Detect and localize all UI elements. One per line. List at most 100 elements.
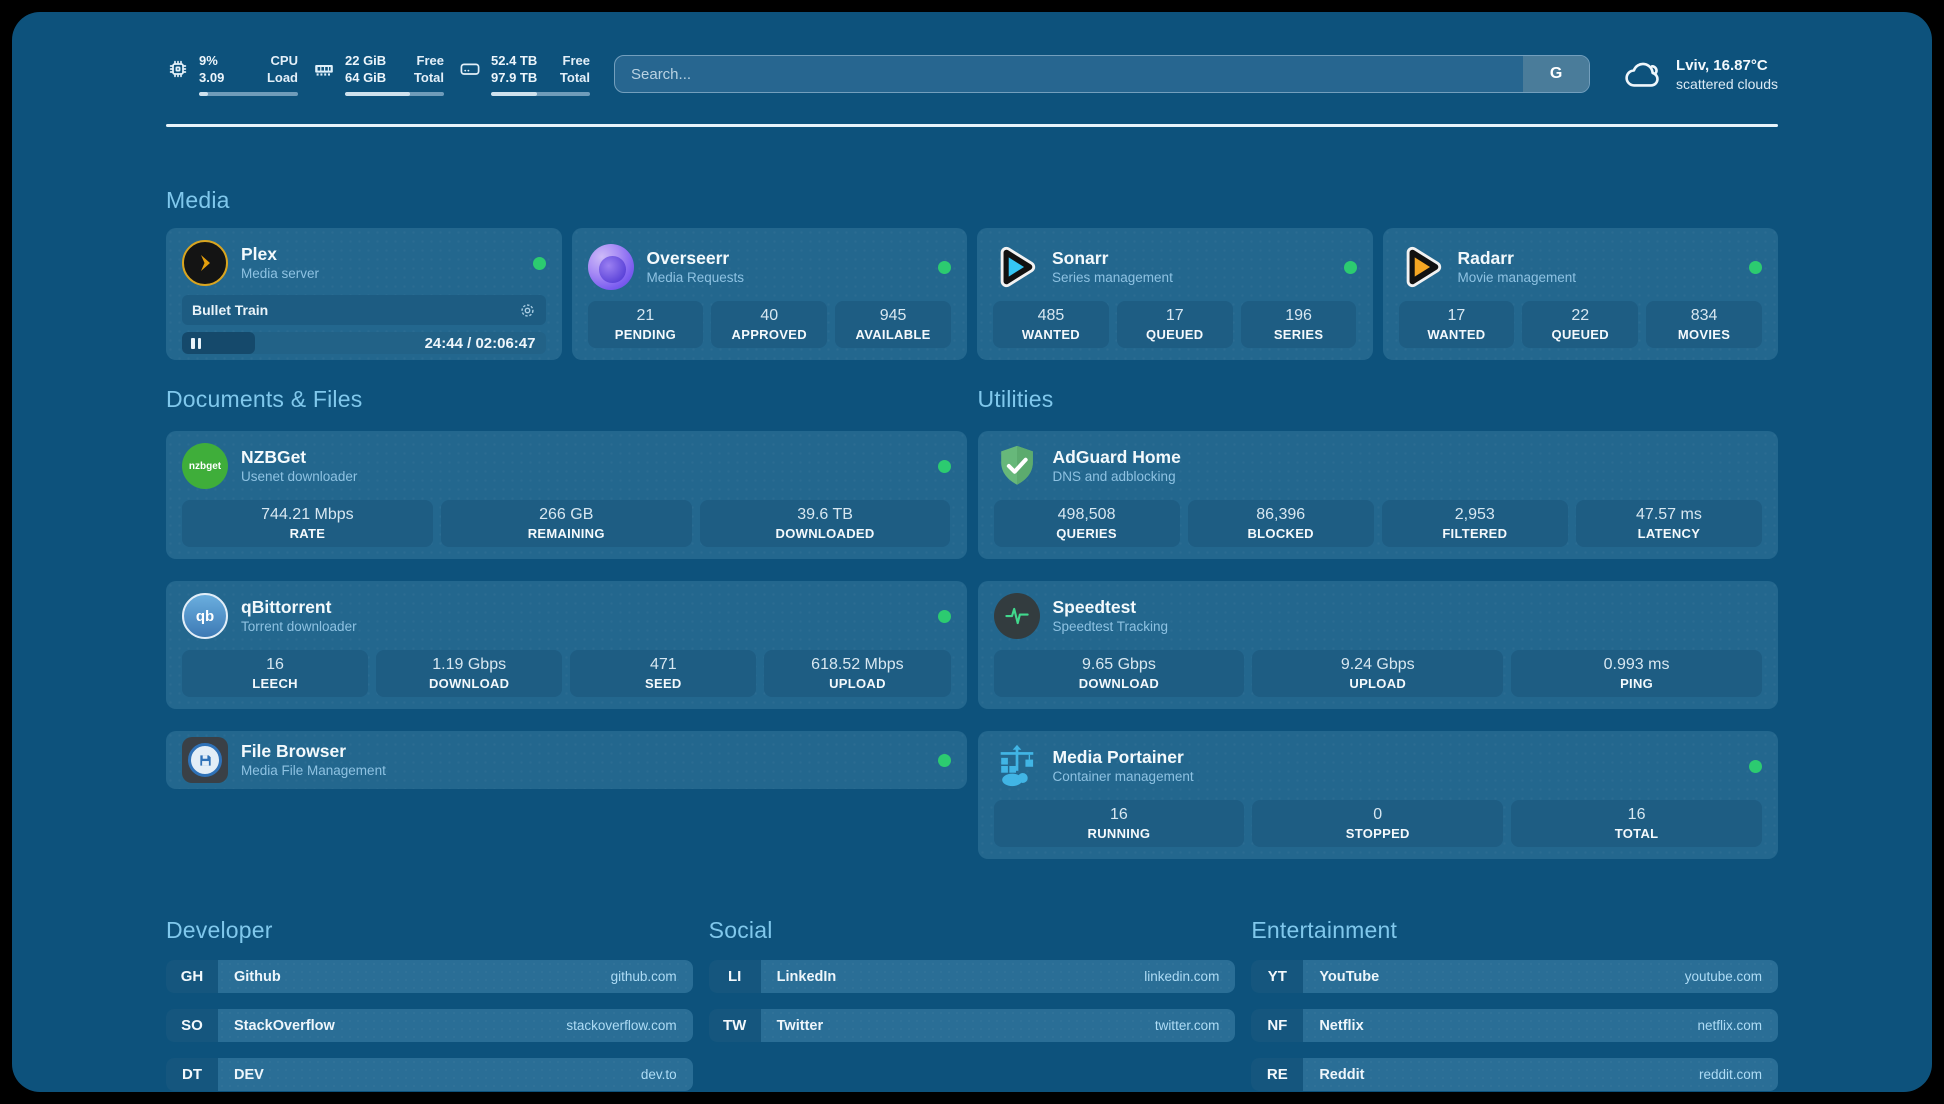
bookmark-stackoverflow[interactable]: SO StackOverflow stackoverflow.com (166, 1009, 693, 1042)
stat-tile: 744.21 Mbps RATE (182, 500, 433, 547)
documents-column: Documents & Files nzbget NZBGet Usenet d… (166, 386, 967, 859)
bookmark-url: github.com (610, 969, 677, 984)
system-stats: 9% 3.09 CPU Load (166, 52, 590, 96)
adguard-card[interactable]: AdGuard Home DNS and adblocking 498,508 Q… (977, 431, 1778, 559)
disk-label2: Total (559, 70, 590, 85)
app-subtitle: Movie management (1457, 270, 1577, 285)
app-subtitle: Media server (241, 266, 320, 281)
status-dot (532, 256, 546, 270)
stat-tile: 40 APPROVED (711, 301, 828, 348)
cloud-icon (1625, 62, 1659, 87)
header-divider (166, 124, 1778, 127)
playback-time: 24:44 / 02:06:47 (424, 334, 536, 352)
status-dot (1749, 759, 1762, 773)
status-dot (1749, 260, 1762, 274)
bookmark-abbr: SO (166, 1009, 218, 1042)
speedtest-card[interactable]: Speedtest Speedtest Tracking 9.65 Gbps DO… (977, 581, 1778, 709)
bookmark-name: StackOverflow (234, 1017, 335, 1034)
section-title-utilities: Utilities (977, 386, 1054, 412)
overseerr-card[interactable]: Overseerr Media Requests 21 PENDING 40 APP… (571, 228, 967, 360)
bookmark-abbr: LI (708, 960, 761, 993)
bookmark-name: Twitter (776, 1017, 824, 1034)
app-name: Sonarr (1052, 248, 1109, 268)
radarr-card[interactable]: Radarr Movie management 17 WANTED 22 QUEUE… (1382, 228, 1778, 360)
app-subtitle: Torrent downloader (241, 619, 357, 634)
stat-tile: 498,508 QUERIES (993, 500, 1180, 547)
sonarr-card[interactable]: Sonarr Series management 485 WANTED 17 QUE… (977, 228, 1373, 360)
memory-stat: 22 GiB 64 GiB Free Total (312, 52, 444, 96)
app-subtitle: Speedtest Tracking (1052, 619, 1169, 634)
search-input[interactable] (615, 56, 1524, 92)
weather-location-temp: Lviv, 16.87°C (1676, 56, 1768, 74)
bookmark-name: Netflix (1319, 1017, 1364, 1034)
bookmark-youtube[interactable]: YT YouTube youtube.com (1251, 960, 1778, 993)
qbittorrent-card[interactable]: qb qBittorrent Torrent downloader 16 LEEC… (166, 581, 967, 709)
media-grid: Plex Media server Bullet Train 24:44 / 0… (166, 228, 1778, 360)
plex-card[interactable]: Plex Media server Bullet Train 24:44 / 0… (166, 228, 562, 360)
status-dot (937, 459, 951, 473)
filebrowser-card[interactable]: File Browser Media File Management (166, 731, 967, 789)
app-name: qBittorrent (241, 597, 332, 617)
bookmark-abbr: YT (1251, 960, 1304, 993)
portainer-card[interactable]: Media Portainer Container management 16 R… (977, 731, 1778, 859)
radarr-icon (1399, 244, 1445, 290)
app-name: File Browser (241, 741, 347, 761)
app-subtitle: Media File Management (241, 763, 386, 778)
app-subtitle: DNS and adblocking (1052, 469, 1176, 484)
stat-tile: 16 LEECH (182, 650, 369, 697)
cpu-progressbar (199, 92, 298, 96)
bookmark-linkedin[interactable]: LI LinkedIn linkedin.com (708, 960, 1236, 993)
app-name: AdGuard Home (1052, 447, 1181, 467)
bookmark-github[interactable]: GH Github github.com (166, 960, 693, 993)
cpu-icon (169, 60, 187, 78)
app-name: Media Portainer (1052, 747, 1184, 767)
bookmark-netflix[interactable]: NF Netflix netflix.com (1251, 1009, 1778, 1042)
search-engine-button[interactable]: G (1523, 56, 1590, 92)
stat-tile: 9.65 Gbps DOWNLOAD (993, 650, 1245, 697)
bookmark-url: dev.to (640, 1067, 677, 1082)
stat-tile: 2,953 FILTERED (1381, 500, 1568, 547)
plex-icon (182, 240, 228, 286)
bookmark-abbr: GH (166, 960, 218, 993)
nzbget-card[interactable]: nzbget NZBGet Usenet downloader 744.21 M… (166, 431, 967, 559)
stat-tile: 0 STOPPED (1252, 800, 1504, 847)
memory-progressbar (345, 92, 444, 96)
section-title-developer: Developer (166, 917, 273, 943)
disk-label: Free (562, 53, 590, 68)
app-subtitle: Container management (1052, 769, 1194, 784)
disk-total: 97.9 TB (491, 70, 538, 85)
bookmark-dev[interactable]: DT DEV dev.to (166, 1058, 693, 1091)
utilities-column: Utilities AdGuard Home (977, 386, 1778, 859)
section-title-social: Social (708, 917, 773, 943)
top-bar: 9% 3.09 CPU Load (166, 48, 1778, 100)
section-title-entertainment: Entertainment (1251, 917, 1398, 943)
stat-tile: 0.993 ms PING (1511, 650, 1762, 697)
stat-tile: 17 QUEUED (1116, 301, 1233, 348)
pause-icon[interactable] (191, 337, 201, 349)
stat-tile: 86,396 BLOCKED (1187, 500, 1374, 547)
bookmark-reddit[interactable]: RE Reddit reddit.com (1251, 1058, 1778, 1091)
bookmark-url: reddit.com (1698, 1067, 1762, 1082)
status-dot (1343, 260, 1357, 274)
speedtest-icon (993, 593, 1040, 639)
playback-progressbar[interactable]: 24:44 / 02:06:47 (182, 332, 546, 354)
gear-icon[interactable] (519, 302, 536, 319)
status-dot (937, 609, 951, 623)
bookmark-abbr: TW (708, 1009, 761, 1042)
sonarr-icon (993, 244, 1039, 290)
bookmark-name: DEV (234, 1066, 264, 1083)
stat-tile: 16 TOTAL (1511, 800, 1762, 847)
stat-tile: 266 GB REMAINING (440, 500, 692, 547)
now-playing-row: Bullet Train (182, 295, 546, 325)
cpu-stat: 9% 3.09 CPU Load (166, 52, 298, 96)
adguard-icon (994, 443, 1040, 489)
disk-progressbar (491, 92, 590, 96)
bookmark-twitter[interactable]: TW Twitter twitter.com (708, 1009, 1236, 1042)
stat-tile: 196 SERIES (1240, 301, 1357, 348)
disk-icon (460, 63, 480, 75)
cpu-label2: Load (266, 70, 298, 85)
bookmarks-social: Social LI LinkedIn linkedin.com TW Twitt… (708, 917, 1236, 1091)
overseerr-icon (587, 244, 634, 290)
bookmark-abbr: NF (1251, 1009, 1304, 1042)
app-name: NZBGet (241, 447, 307, 467)
